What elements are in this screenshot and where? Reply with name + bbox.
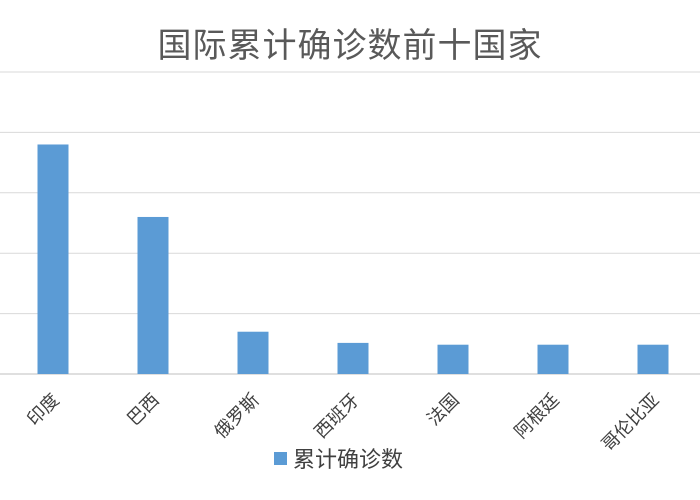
- chart-title: 国际累计确诊数前十国家: [157, 26, 543, 66]
- legend-label: 累计确诊数: [293, 448, 404, 473]
- x-tick-label: 阿根廷: [511, 390, 564, 443]
- x-tick-label: 印度: [23, 390, 63, 430]
- x-tick-label: 西班牙: [311, 390, 364, 443]
- x-tick-label: 俄罗斯: [211, 390, 264, 443]
- bar: [337, 342, 369, 374]
- legend-swatch: [274, 451, 287, 465]
- x-tick-label: 法国: [423, 390, 463, 430]
- bar: [637, 344, 669, 374]
- bar: [37, 144, 69, 374]
- legend: 累计确诊数: [274, 442, 403, 474]
- x-tick-label: 哥伦比亚: [598, 390, 664, 456]
- bar: [237, 331, 269, 374]
- bar: [137, 216, 169, 374]
- bar: [537, 344, 569, 374]
- x-tick-label: 巴西: [123, 390, 163, 430]
- bar: [437, 344, 469, 374]
